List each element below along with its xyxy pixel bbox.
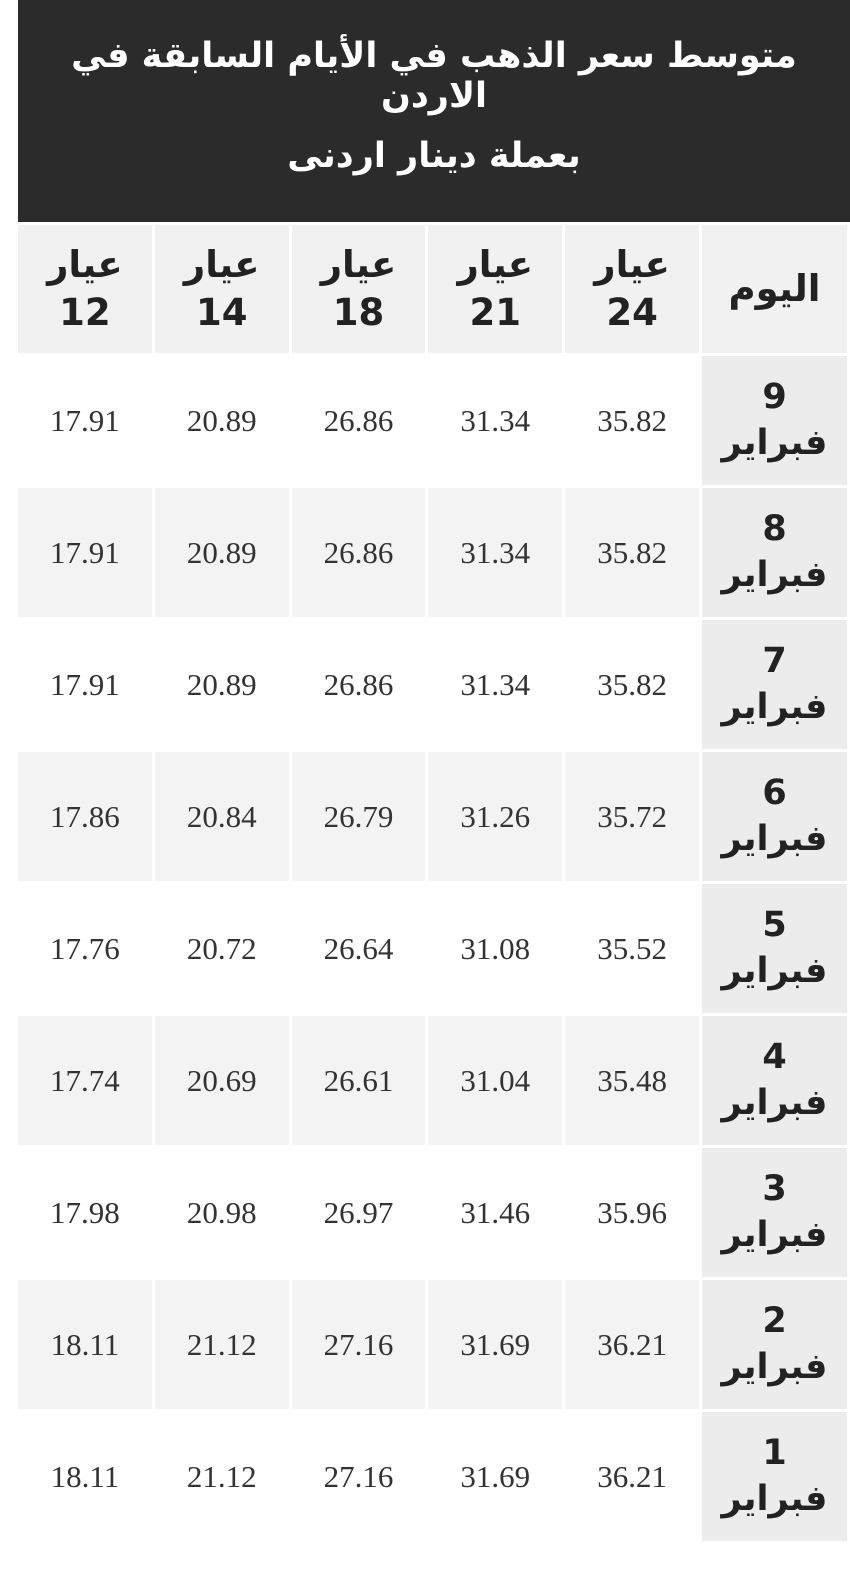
row: 6 فبراير 35.72 31.26 26.79 20.84 17.86 bbox=[18, 752, 847, 881]
price-table: اليوم عيار 24 عيار 21 عيار 18 عيار 14 عيار 12… bbox=[15, 222, 850, 1544]
price-cell: 20.72 bbox=[154, 884, 289, 1013]
price-cell: 35.82 bbox=[565, 488, 699, 617]
table-body: 9 فبراير 35.82 31.34 26.86 20.89 17.91 8 فبراي… bbox=[18, 356, 847, 1541]
column-header: عيار 18 bbox=[291, 225, 426, 353]
price-cell: 35.72 bbox=[565, 752, 699, 881]
price-cell: 20.69 bbox=[154, 1016, 289, 1145]
column-header: اليوم bbox=[702, 225, 847, 353]
price-cell: 31.08 bbox=[428, 884, 563, 1013]
column-header: عيار 12 bbox=[18, 225, 152, 353]
day-cell: 3 فبراير bbox=[702, 1148, 847, 1277]
day-label: 1 فبراير bbox=[721, 1433, 828, 1519]
price-cell: 17.91 bbox=[18, 356, 152, 485]
price-cell: 20.89 bbox=[154, 620, 289, 749]
day-label: 8 فبراير bbox=[721, 509, 828, 595]
price-cell: 17.91 bbox=[18, 620, 152, 749]
column-label: عيار 14 bbox=[183, 242, 260, 334]
day-label: 2 فبراير bbox=[721, 1301, 828, 1387]
column-header: عيار 21 bbox=[428, 225, 563, 353]
price-cell: 36.21 bbox=[565, 1280, 699, 1409]
day-cell: 9 فبراير bbox=[702, 356, 847, 485]
row: 3 فبراير 35.96 31.46 26.97 20.98 17.98 bbox=[18, 1148, 847, 1277]
column-label: عيار 24 bbox=[594, 242, 670, 334]
header-row: اليوم عيار 24 عيار 21 عيار 18 عيار 14 عيار 12 bbox=[18, 225, 847, 353]
day-label: 7 فبراير bbox=[721, 641, 828, 727]
price-cell: 31.69 bbox=[428, 1412, 563, 1541]
row: 7 فبراير 35.82 31.34 26.86 20.89 17.91 bbox=[18, 620, 847, 749]
price-cell: 17.91 bbox=[18, 488, 152, 617]
subtitle: بعملة دينار اردنى bbox=[287, 136, 581, 176]
column-label: اليوم bbox=[728, 266, 821, 310]
row: 9 فبراير 35.82 31.34 26.86 20.89 17.91 bbox=[18, 356, 847, 485]
column-label: عيار 18 bbox=[320, 242, 397, 334]
day-cell: 5 فبراير bbox=[702, 884, 847, 1013]
row: 5 فبراير 35.52 31.08 26.64 20.72 17.76 bbox=[18, 884, 847, 1013]
price-cell: 31.04 bbox=[428, 1016, 563, 1145]
price-cell: 20.98 bbox=[154, 1148, 289, 1277]
price-cell: 21.12 bbox=[154, 1280, 289, 1409]
row: 4 فبراير 35.48 31.04 26.61 20.69 17.74 bbox=[18, 1016, 847, 1145]
price-cell: 35.96 bbox=[565, 1148, 699, 1277]
price-cell: 31.34 bbox=[428, 356, 563, 485]
price-cell: 27.16 bbox=[291, 1412, 426, 1541]
price-cell: 31.34 bbox=[428, 488, 563, 617]
price-cell: 17.86 bbox=[18, 752, 152, 881]
day-cell: 7 فبراير bbox=[702, 620, 847, 749]
column-label: عيار 12 bbox=[47, 242, 123, 334]
price-cell: 26.86 bbox=[291, 488, 426, 617]
row: 1 فبراير 36.21 31.69 27.16 21.12 18.11 bbox=[18, 1412, 847, 1541]
day-cell: 1 فبراير bbox=[702, 1412, 847, 1541]
title: متوسط سعر الذهب في الأيام السابقة في الا… bbox=[71, 36, 797, 116]
column-header: عيار 14 bbox=[154, 225, 289, 353]
price-cell: 18.11 bbox=[18, 1280, 152, 1409]
day-label: 4 فبراير bbox=[721, 1037, 828, 1123]
column-header: عيار 24 bbox=[565, 225, 699, 353]
day-cell: 2 فبراير bbox=[702, 1280, 847, 1409]
price-cell: 36.21 bbox=[565, 1412, 699, 1541]
price-cell: 26.86 bbox=[291, 356, 426, 485]
price-cell: 26.86 bbox=[291, 620, 426, 749]
price-cell: 26.61 bbox=[291, 1016, 426, 1145]
day-label: 9 فبراير bbox=[721, 377, 828, 463]
price-cell: 31.46 bbox=[428, 1148, 563, 1277]
day-cell: 8 فبراير bbox=[702, 488, 847, 617]
price-cell: 35.48 bbox=[565, 1016, 699, 1145]
price-cell: 21.12 bbox=[154, 1412, 289, 1541]
price-cell: 18.11 bbox=[18, 1412, 152, 1541]
day-label: 5 فبراير bbox=[721, 905, 828, 991]
row: 8 فبراير 35.82 31.34 26.86 20.89 17.91 bbox=[18, 488, 847, 617]
price-cell: 31.26 bbox=[428, 752, 563, 881]
price-cell: 26.79 bbox=[291, 752, 426, 881]
price-cell: 20.84 bbox=[154, 752, 289, 881]
day-cell: 6 فبراير bbox=[702, 752, 847, 881]
price-cell: 35.82 bbox=[565, 620, 699, 749]
price-cell: 31.69 bbox=[428, 1280, 563, 1409]
price-cell: 20.89 bbox=[154, 488, 289, 617]
day-cell: 4 فبراير bbox=[702, 1016, 847, 1145]
row: 2 فبراير 36.21 31.69 27.16 21.12 18.11 bbox=[18, 1280, 847, 1409]
price-cell: 17.74 bbox=[18, 1016, 152, 1145]
price-cell: 27.16 bbox=[291, 1280, 426, 1409]
day-label: 3 فبراير bbox=[721, 1169, 828, 1255]
price-cell: 26.64 bbox=[291, 884, 426, 1013]
column-label: عيار 21 bbox=[457, 242, 534, 334]
price-cell: 26.97 bbox=[291, 1148, 426, 1277]
price-cell: 35.82 bbox=[565, 356, 699, 485]
day-label: 6 فبراير bbox=[721, 773, 828, 859]
price-cell: 35.52 bbox=[565, 884, 699, 1013]
price-cell: 20.89 bbox=[154, 356, 289, 485]
header: متوسط سعر الذهب في الأيام السابقة في الا… bbox=[18, 0, 850, 222]
price-cell: 31.34 bbox=[428, 620, 563, 749]
price-cell: 17.98 bbox=[18, 1148, 152, 1277]
price-cell: 17.76 bbox=[18, 884, 152, 1013]
